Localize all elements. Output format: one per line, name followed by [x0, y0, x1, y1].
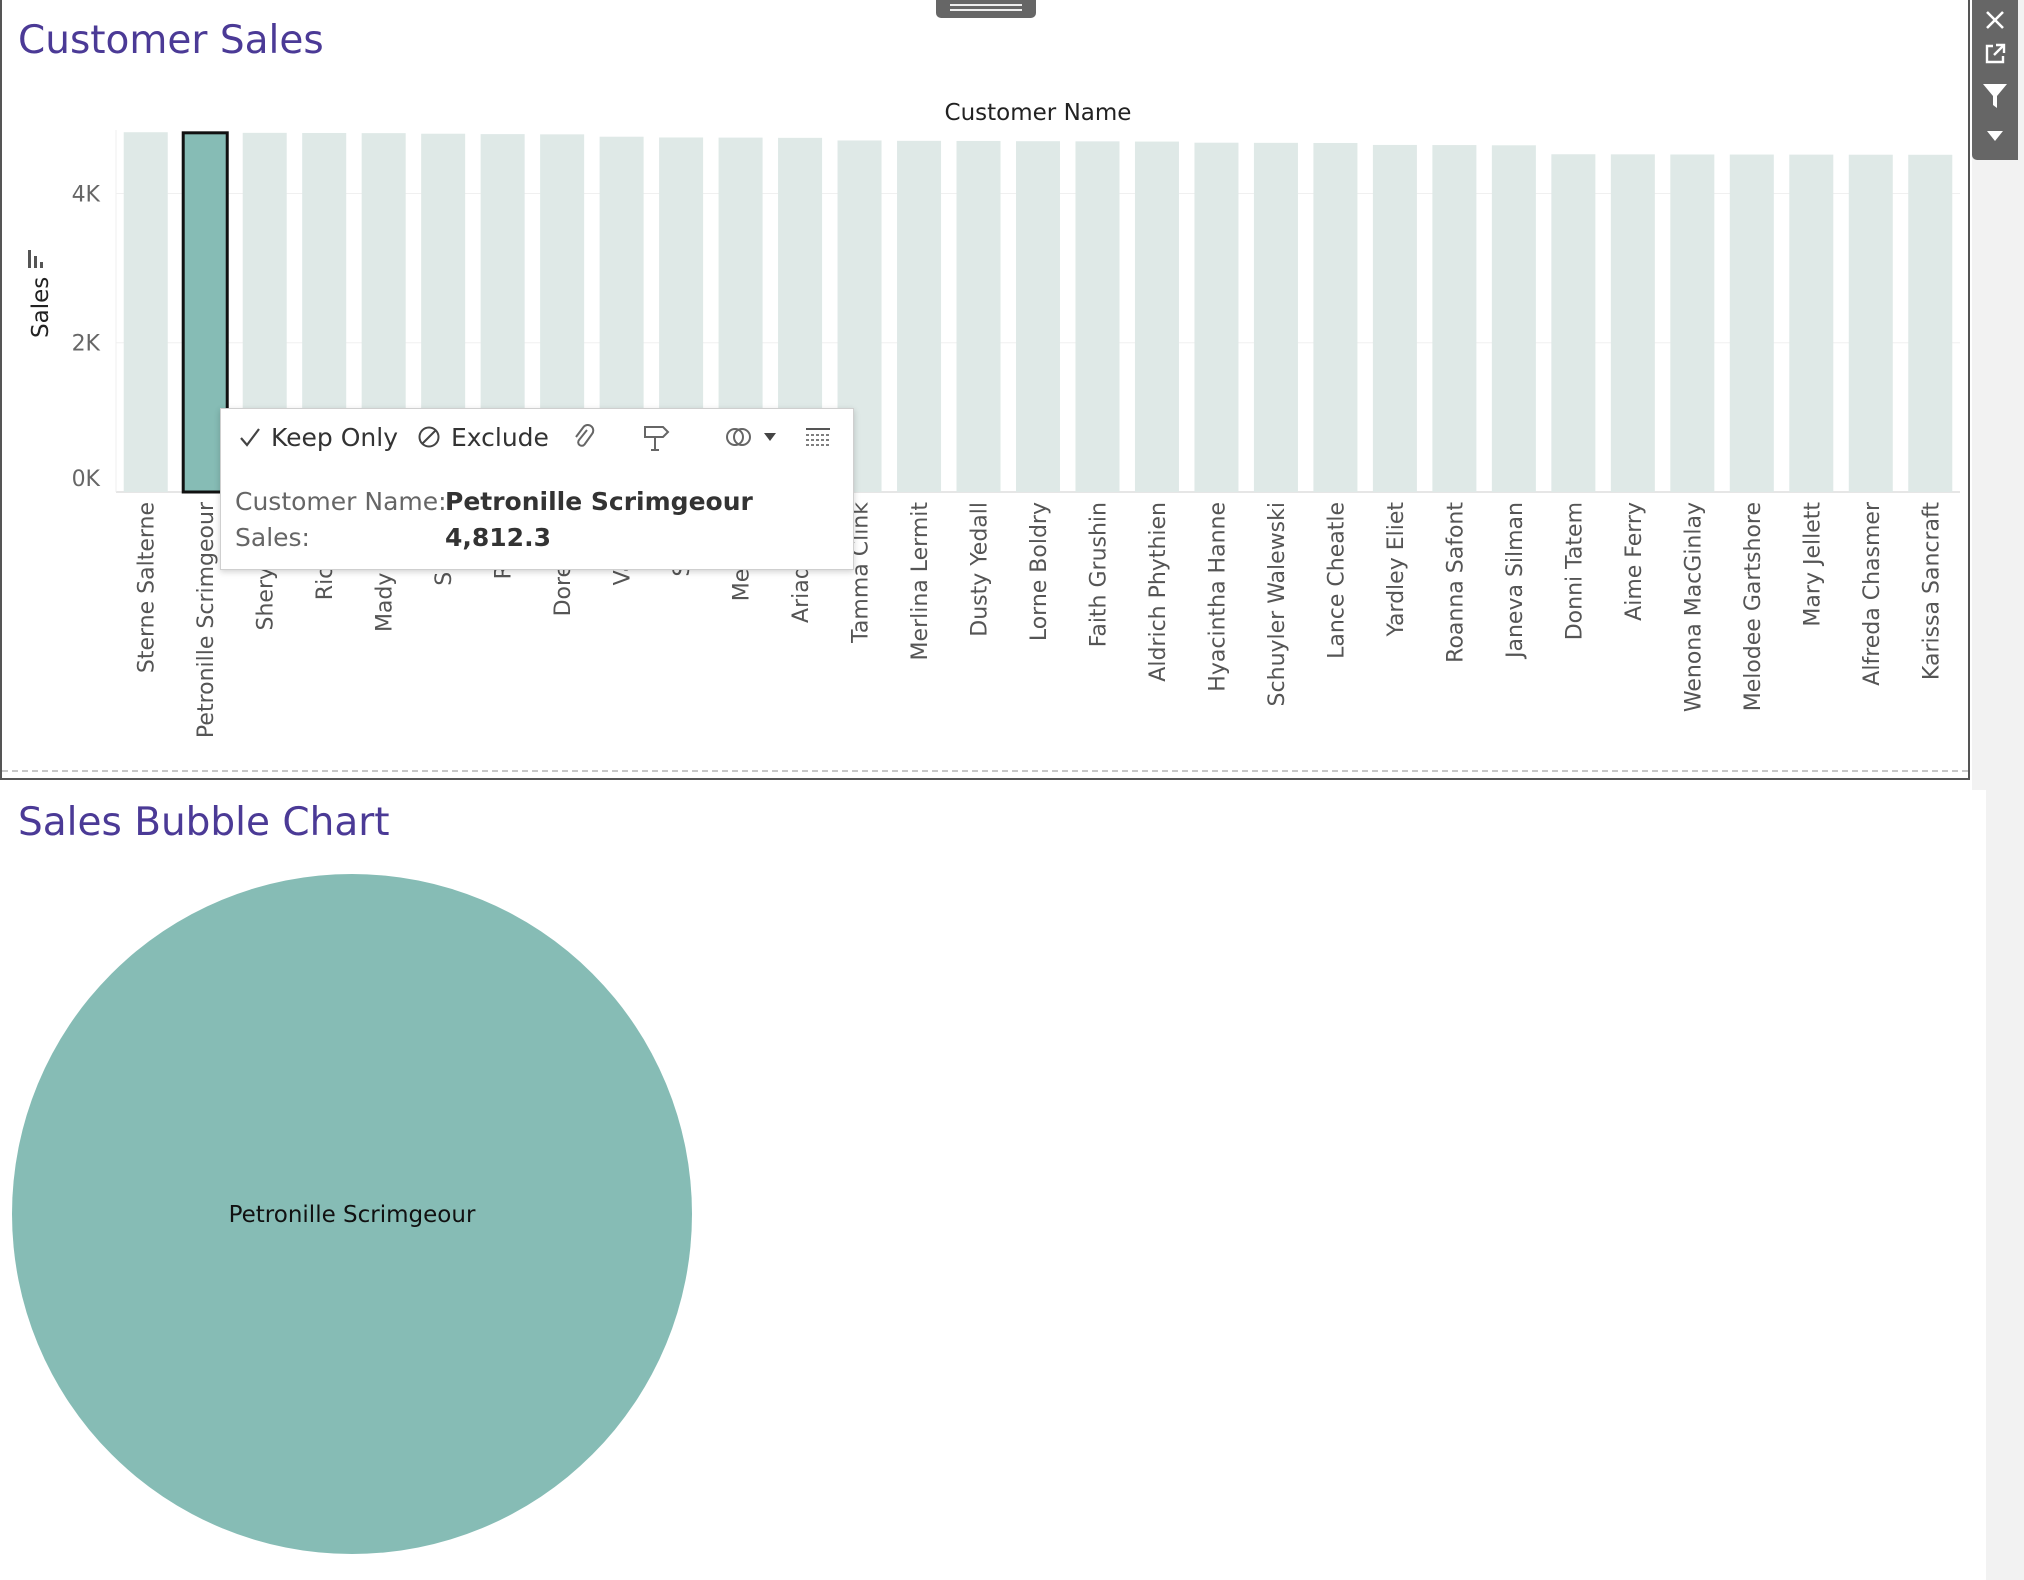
- bar-melodee-gartshore[interactable]: [1729, 154, 1774, 493]
- x-axis-title: Customer Name: [945, 100, 1132, 126]
- drag-handle[interactable]: [936, 0, 1036, 18]
- sort-icon[interactable]: [28, 250, 43, 268]
- keep-only-label: Keep Only: [271, 422, 398, 452]
- bubble-label: Petronille Scrimgeour: [229, 1202, 476, 1228]
- y-axis-title: Sales: [28, 277, 54, 338]
- y-tick-label: 2K: [72, 332, 101, 357]
- bar-lorne-boldry[interactable]: [1015, 141, 1061, 493]
- x-tick-label[interactable]: Petronille Scrimgeour: [194, 501, 219, 738]
- x-tick-label[interactable]: Sterne Salterne: [135, 502, 160, 673]
- bar-lance-cheatle[interactable]: [1313, 142, 1358, 492]
- bar-wenona-macginlay[interactable]: [1670, 154, 1715, 493]
- create-set-button[interactable]: [641, 419, 671, 455]
- y-axis-title-group: Sales: [28, 277, 54, 338]
- popout-icon[interactable]: [1972, 34, 2018, 74]
- sets-dropdown-button[interactable]: [725, 419, 777, 455]
- bar-faith-grushin[interactable]: [1075, 141, 1120, 492]
- bar-mary-jellett[interactable]: [1789, 154, 1834, 492]
- bubble-chart-title: Sales Bubble Chart: [18, 800, 390, 845]
- exclude-button[interactable]: Exclude: [417, 419, 549, 455]
- tooltip-customer-value: Petronille Scrimgeour: [445, 487, 753, 516]
- x-tick-label[interactable]: Melodee Gartshore: [1741, 502, 1766, 711]
- x-tick-label[interactable]: Lorne Boldry: [1027, 502, 1052, 641]
- y-tick-label: 4K: [72, 182, 101, 207]
- bar-donni-tatem[interactable]: [1551, 154, 1596, 492]
- sales-bubble-chart[interactable]: Petronille Scrimgeour: [0, 860, 1980, 1580]
- x-tick-label[interactable]: Lance Cheatle: [1324, 502, 1349, 659]
- y-tick-label: 0K: [72, 467, 101, 492]
- bar-dusty-yedall[interactable]: [956, 140, 1001, 492]
- x-tick-label[interactable]: Donni Tatem: [1562, 502, 1587, 640]
- x-tick-label[interactable]: Karissa Sancraft: [1919, 502, 1944, 680]
- keep-only-button[interactable]: Keep Only: [239, 419, 398, 455]
- dropdown-arrow-icon[interactable]: [1972, 116, 2018, 156]
- filter-icon[interactable]: [1972, 76, 2018, 116]
- checkmark-icon: [239, 426, 261, 448]
- x-tick-label[interactable]: Aldrich Phythien: [1146, 502, 1171, 682]
- x-tick-label[interactable]: Janeva Silman: [1503, 502, 1528, 660]
- bar-merlina-lermit[interactable]: [897, 140, 942, 492]
- bar-hyacintha-hanne[interactable]: [1194, 142, 1239, 492]
- exclude-label: Exclude: [451, 422, 549, 452]
- x-tick-label[interactable]: Mary Jellett: [1800, 502, 1825, 627]
- close-icon[interactable]: [1972, 0, 2018, 40]
- x-tick-label[interactable]: Faith Grushin: [1086, 502, 1111, 647]
- tooltip-actions: Keep Only Exclude: [221, 409, 853, 465]
- bar-schuyler-walewski[interactable]: [1253, 142, 1298, 492]
- tooltip-sales-value: 4,812.3: [445, 523, 551, 552]
- x-tick-label[interactable]: Roanna Safont: [1443, 502, 1468, 663]
- bubble-marks: Petronille Scrimgeour: [12, 874, 692, 1554]
- customer-sales-title: Customer Sales: [18, 18, 324, 63]
- bar-janeva-silman[interactable]: [1491, 145, 1536, 492]
- bar-aldrich-phythien[interactable]: [1134, 141, 1179, 492]
- x-tick-label[interactable]: Hyacintha Hanne: [1205, 502, 1230, 692]
- sheet-divider: [2, 770, 1968, 772]
- x-tick-label[interactable]: Wenona MacGinlay: [1681, 502, 1706, 712]
- tooltip-sales-label: Sales:: [235, 523, 310, 552]
- bar-karissa-sancraft[interactable]: [1908, 154, 1953, 492]
- customer-sales-bar-chart[interactable]: 0K 2K 4K Sterne Salterne Petronille Scrimge…: [0, 0, 1970, 780]
- paperclip-icon: [573, 424, 595, 450]
- bar-roanna-safont[interactable]: [1432, 145, 1477, 492]
- tooltip-customer-label: Customer Name:: [235, 487, 447, 516]
- sheet-toolbar: [1972, 0, 2018, 160]
- bar-yardley-eliet[interactable]: [1372, 144, 1417, 492]
- bar-alfreda-chasmer[interactable]: [1848, 154, 1893, 492]
- bubble-petronille-scrimgeour[interactable]: [12, 874, 692, 1554]
- x-tick-label[interactable]: Aime Ferry: [1622, 502, 1647, 621]
- bar-aime-ferry[interactable]: [1610, 154, 1655, 492]
- x-tick-label[interactable]: Schuyler Walewski: [1265, 502, 1290, 706]
- bar-petronille-scrimgeour[interactable]: [181, 131, 229, 494]
- exclude-icon: [417, 425, 441, 449]
- table-icon: [805, 426, 831, 448]
- x-tick-label[interactable]: Alfreda Chasmer: [1860, 501, 1885, 686]
- bar-tooltip: Keep Only Exclude: [220, 408, 854, 570]
- bar-sterne-salterne[interactable]: [123, 132, 168, 492]
- x-tick-label[interactable]: Merlina Lermit: [908, 502, 933, 661]
- x-tick-label[interactable]: Dusty Yedall: [968, 502, 993, 637]
- x-tick-label[interactable]: Yardley Eliet: [1384, 502, 1409, 638]
- view-data-button[interactable]: [805, 419, 831, 455]
- sets-icon: [725, 424, 753, 450]
- chevron-down-icon: [763, 432, 777, 442]
- signpost-icon: [641, 422, 671, 452]
- group-members-button[interactable]: [573, 419, 595, 455]
